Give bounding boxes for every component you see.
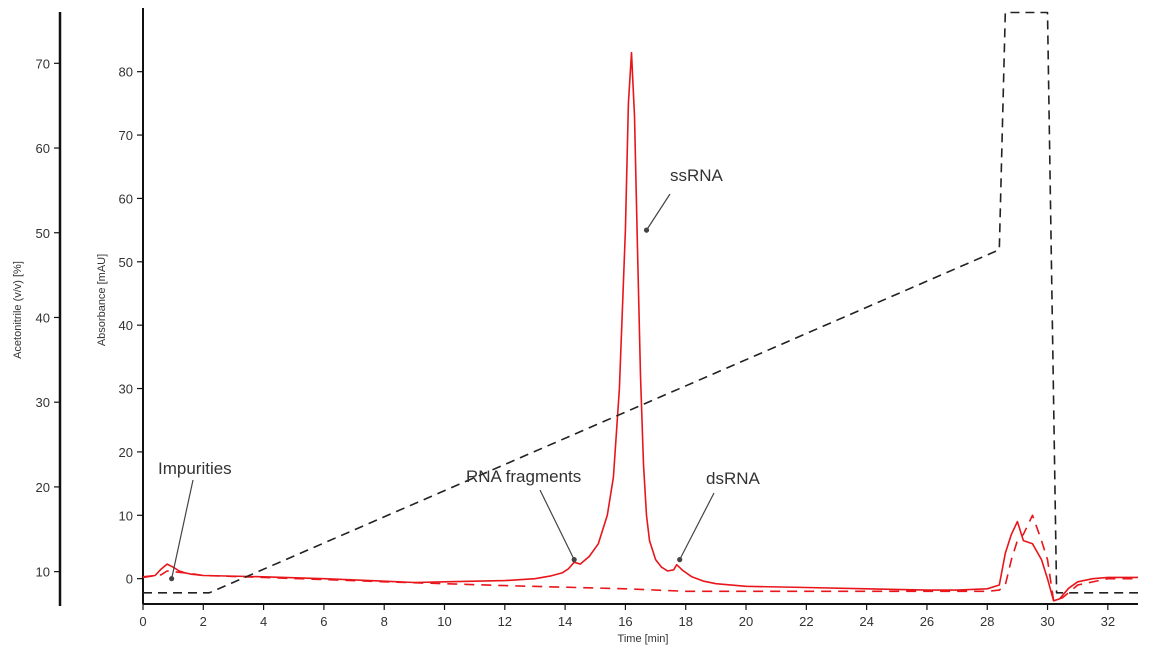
rna-fragments-label: RNA fragments — [466, 467, 581, 486]
x-tick-label: 10 — [437, 614, 451, 629]
x-tick-label: 30 — [1040, 614, 1054, 629]
x-tick-label: 32 — [1101, 614, 1115, 629]
acetonitrile-gradient-line — [143, 11, 1138, 594]
ssrna-leader-line — [646, 193, 671, 231]
y-tick-label: 80 — [119, 65, 133, 80]
time-axis: 0 2 4 6 8 10 12 14 16 18 20 22 24 26 28 30 32 — [139, 603, 1138, 629]
dsrna-leader-line — [679, 492, 715, 560]
x-tick-label: 18 — [678, 614, 692, 629]
x-tick-label: 22 — [799, 614, 813, 629]
series-layer — [142, 11, 1138, 602]
y-tick-label: 40 — [119, 318, 133, 333]
y-tick-label: 0 — [126, 572, 133, 587]
y2-tick-label: 20 — [36, 480, 50, 495]
y-tick-label: 30 — [119, 382, 133, 397]
rna-fragments-marker — [571, 557, 577, 563]
y2-tick-label: 60 — [36, 141, 50, 156]
x-axis-title: Time [min] — [618, 633, 669, 645]
absorbance-sample-line — [142, 51, 1138, 602]
y2-tick-label: 50 — [36, 226, 50, 241]
absorbance-axis: 0 10 20 30 40 50 60 70 80 — [119, 8, 144, 604]
secondary-y-axis-title: Acetonitrile (v/v) [%] — [12, 261, 24, 359]
absorbance-blank-line — [142, 514, 1138, 602]
y2-tick-label: 70 — [36, 56, 50, 71]
y-tick-label: 20 — [119, 445, 133, 460]
x-tick-label: 12 — [498, 614, 512, 629]
x-tick-label: 20 — [739, 614, 753, 629]
y-tick-label: 70 — [119, 128, 133, 143]
annotation-layer: Impurities RNA fragments ssRNA dsRNA — [158, 166, 761, 582]
x-tick-label: 14 — [558, 614, 572, 629]
y2-tick-label: 30 — [36, 395, 50, 410]
x-tick-label: 0 — [139, 614, 146, 629]
rna-fragments-leader-line — [539, 489, 575, 560]
y-tick-label: 60 — [119, 191, 133, 206]
impurities-label: Impurities — [158, 459, 232, 478]
dsrna-marker — [677, 557, 683, 563]
y-axis-title: Absorbance [mAU] — [96, 254, 108, 346]
x-tick-label: 8 — [381, 614, 388, 629]
y-tick-label: 10 — [119, 508, 133, 523]
x-tick-label: 26 — [920, 614, 934, 629]
x-tick-label: 6 — [320, 614, 327, 629]
impurities-leader-line — [171, 479, 194, 579]
impurities-marker — [169, 576, 175, 582]
x-tick-label: 28 — [980, 614, 994, 629]
x-tick-label: 24 — [859, 614, 873, 629]
x-tick-label: 2 — [200, 614, 207, 629]
ssrna-label: ssRNA — [670, 166, 724, 185]
ssrna-marker — [643, 227, 650, 233]
y-tick-label: 50 — [119, 255, 133, 270]
y2-tick-label: 40 — [36, 310, 50, 325]
acetonitrile-axis: 10 20 30 40 50 60 70 — [36, 12, 62, 606]
dsrna-label: dsRNA — [706, 469, 761, 488]
x-tick-label: 4 — [260, 614, 267, 629]
x-tick-label: 16 — [618, 614, 632, 629]
y2-tick-label: 10 — [36, 565, 50, 580]
